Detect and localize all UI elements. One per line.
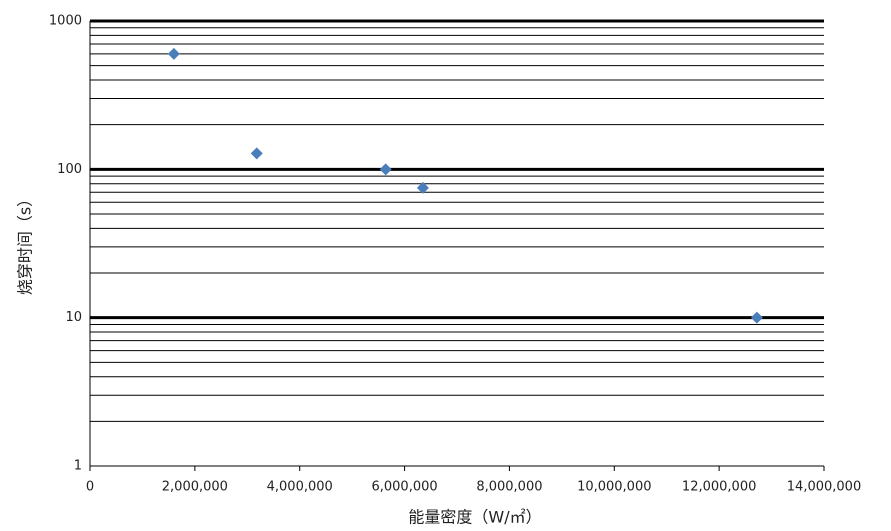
x-tick-label: 14,000,000 <box>787 480 861 495</box>
point <box>379 163 392 176</box>
x-tick-label: 0 <box>86 480 94 495</box>
x-tick-label: 12,000,000 <box>682 480 756 495</box>
x-tick-label: 6,000,000 <box>371 480 437 495</box>
x-tick-label: 4,000,000 <box>267 480 333 495</box>
point <box>167 47 180 60</box>
point <box>250 147 263 160</box>
y-axis-title: 烧穿时间（s） <box>16 191 35 295</box>
y-tick-label: 1 <box>74 459 82 474</box>
x-axis-title: 能量密度（W/㎡） <box>408 508 541 527</box>
point <box>750 311 763 324</box>
y-tick-label: 1000 <box>49 14 82 29</box>
x-tick-label: 8,000,000 <box>476 480 542 495</box>
point <box>416 181 429 194</box>
y-tick-label: 10 <box>65 310 82 325</box>
x-tick-label: 10,000,000 <box>577 480 651 495</box>
y-tick-label: 100 <box>57 162 82 177</box>
x-tick-label: 2,000,000 <box>162 480 228 495</box>
